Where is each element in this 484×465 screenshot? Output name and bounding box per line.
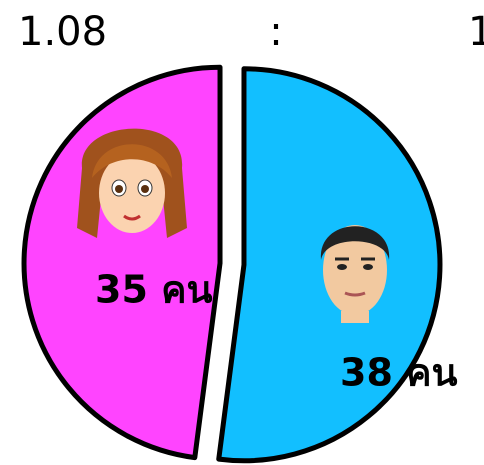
pie-slice xyxy=(24,67,220,457)
value-label: 35 คน xyxy=(95,268,213,312)
ratio-separator: : xyxy=(269,9,282,55)
ratio-left: 1.08 xyxy=(18,9,107,55)
woman-face xyxy=(77,129,187,238)
ratio-right: 1 xyxy=(468,9,484,55)
chart: 1.08 : 1 35 คน 38 คน xyxy=(0,0,484,465)
value-label: 38 คน xyxy=(340,351,458,395)
